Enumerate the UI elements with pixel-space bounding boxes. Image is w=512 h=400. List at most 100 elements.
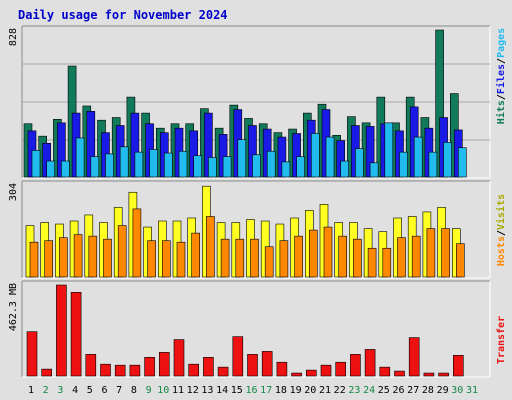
day-label: 28 [422,385,434,396]
hits-panel-bar-pages [105,153,114,178]
transfer-panel-bar-transfer [305,369,317,377]
day-label: 23 [348,385,360,396]
day-label: 11 [172,385,184,396]
transfer-panel-bar-transfer [394,370,405,377]
hits-panel-bar-pages [457,147,467,178]
transfer-panel-bar-transfer [144,357,155,377]
hits-panel-bar-pages [31,150,41,178]
day-label: 20 [304,385,316,396]
hits-panel-bar-pages [384,122,394,178]
transfer-panel-bar-transfer [203,357,214,377]
visits-panel-bar-hosts [147,240,156,278]
day-label: 5 [87,385,93,396]
day-label: 10 [157,385,169,396]
day-label: 12 [187,385,199,396]
day-label: 13 [201,385,213,396]
day-label: 8 [131,385,137,396]
transfer-panel-bar-transfer [188,363,199,377]
hits-panel-ymax-label: 828 [8,28,19,46]
transfer-panel-bar-transfer [114,364,126,377]
transfer-panel-bar-transfer [261,351,273,377]
day-label: 3 [57,385,63,396]
transfer-panel-bar-transfer [408,337,420,377]
day-label: 25 [378,385,390,396]
hits-panel-bar-pages [237,139,247,178]
day-label: 29 [437,385,449,396]
chart-title: Daily usage for November 2024 [18,8,228,22]
hits-panel-bar-pages [325,136,335,178]
day-label: 22 [334,385,346,396]
transfer-panel-bar-transfer [56,284,67,377]
right-label-hosts-visits-part: / [496,230,507,236]
right-label-hits-files-pages-part: / [496,58,507,64]
visits-panel-bar-hosts [397,237,406,278]
hits-panel-bar-pages [413,136,423,178]
transfer-panel-bar-transfer [379,366,391,377]
hits-panel-bar-pages [369,162,379,178]
hits-panel-bar-pages [164,152,173,178]
hits-panel-bar-pages [178,150,188,178]
visits-panel-bar-hosts [250,238,259,278]
day-label: 1 [28,385,34,396]
hits-panel-bar-pages [399,151,408,178]
hits-panel-bar-pages [281,161,291,178]
transfer-panel-ymax-label: 462.3 MB [8,283,19,331]
visits-panel-bar-hosts [338,235,348,278]
visits-panel-bar-hosts [323,226,333,278]
day-label: 27 [407,385,419,396]
visits-panel-bar-hosts [206,216,215,278]
hits-panel-bar-pages [149,149,158,178]
hits-panel-bar-pages [134,151,144,178]
hits-panel-bar-pages [75,137,85,178]
transfer-panel-bar-transfer [232,336,244,377]
day-label: 2 [43,385,49,396]
visits-panel-bar-hosts [279,240,289,278]
visits-panel-bar-hosts [132,208,142,278]
transfer-panel-bar-transfer [159,352,170,377]
hits-panel-bar-pages [266,150,276,178]
transfer-panel-bar-transfer [129,364,141,377]
day-label: 30 [451,385,463,396]
transfer-panel-bar-transfer [350,354,361,377]
day-label: 9 [146,385,152,396]
visits-panel-bar-hosts [73,234,83,278]
transfer-panel-bar-transfer [320,364,332,377]
visits-panel-ymax-label: 304 [8,183,19,201]
day-label: 4 [72,385,78,396]
hits-panel-bar-pages [428,151,438,178]
hits-panel-bar-pages [296,156,305,178]
right-label-transfer: Transfer [496,316,507,364]
visits-panel-bar-hosts [264,246,274,278]
visits-panel-bar-hosts [162,240,171,278]
transfer-panel-bar-transfer [335,361,347,377]
hits-panel-bar-pages [119,146,129,178]
visits-panel-bar-hosts [191,232,200,278]
hits-panel-bar-pages [252,154,261,178]
hits-panel-bar-pages [46,160,56,178]
visits-panel-bar-hosts [103,238,112,278]
hits-panel-bar-pages [208,157,217,178]
transfer-panel-bar-transfer [26,331,38,377]
visits-panel-bar-hosts [411,235,421,278]
visits-panel-bar-hosts [441,228,450,278]
transfer-panel-bar-transfer [173,339,185,377]
right-label-hosts-visits-part: Visits [495,194,507,230]
day-label: 18 [275,385,287,396]
day-label: 6 [101,385,107,396]
transfer-panel-bar-transfer [100,363,111,377]
visits-panel-bar-hosts [382,247,392,278]
visits-panel-bar-hosts [176,241,186,278]
visits-panel-bar-hosts [88,235,98,278]
visits-panel-bar-hosts [353,238,362,278]
hits-panel-bar-pages [90,156,100,178]
transfer-panel-bar-transfer [291,372,302,377]
visits-panel-bar-hosts [367,247,377,278]
day-label: 21 [319,385,331,396]
hits-panel-bar-pages [355,148,364,178]
visits-panel-bar-hosts [44,240,54,278]
day-label: 24 [363,385,375,396]
hits-panel-bar-pages [193,155,202,178]
transfer-panel-bar-transfer [217,366,229,377]
transfer-panel-bar-transfer [85,354,97,377]
